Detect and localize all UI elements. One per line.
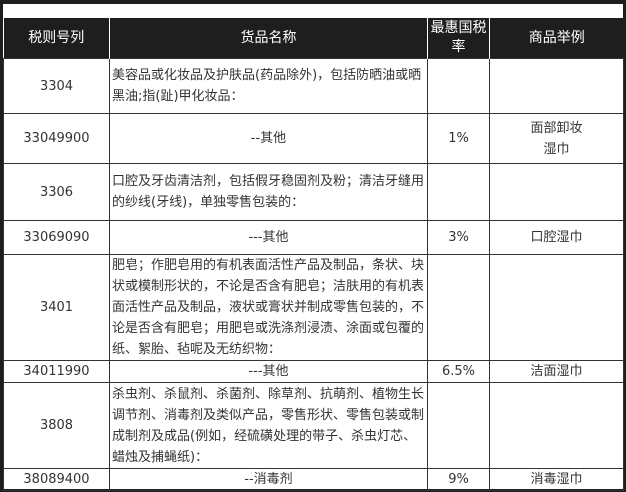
tariff-table: 税则号列 货品名称 最惠国税率 商品举例 3304 美容品或化妆品及护肤品(药品除…: [3, 18, 624, 491]
example-cell: [489, 163, 624, 221]
rate-cell: 1%: [427, 113, 490, 164]
example-cell: 消毒湿巾: [489, 468, 624, 491]
name-cell: --消毒剂: [109, 468, 428, 491]
rate-cell: [427, 163, 490, 221]
example-cell: [489, 58, 624, 114]
name-cell: --其他: [109, 113, 428, 164]
example-cell: 口腔湿巾: [489, 220, 624, 255]
name-cell: 肥皂；作肥皂用的有机表面活性产品及制品，条状、块状或模制形状的，不论是否含有肥皂…: [109, 254, 428, 361]
rate-cell: [427, 254, 490, 361]
table-row: 33069090 ---其他 3% 口腔湿巾: [3, 220, 624, 255]
code-cell: 3306: [3, 163, 110, 221]
code-cell: 33049900: [3, 113, 110, 164]
header-example: 商品举例: [489, 18, 624, 59]
rate-cell: [427, 382, 490, 469]
table-header-row: 税则号列 货品名称 最惠国税率 商品举例: [3, 18, 624, 59]
code-cell: 3401: [3, 254, 110, 361]
code-cell: 3304: [3, 58, 110, 114]
table-row: 33049900 --其他 1% 面部卸妆湿巾: [3, 113, 624, 164]
example-cell: 面部卸妆湿巾: [489, 113, 624, 164]
name-cell: 美容品或化妆品及护肤品(药品除外)，包括防晒油或晒黑油;指(趾)甲化妆品：: [109, 58, 428, 114]
rate-cell: [427, 58, 490, 114]
table-row: 38089400 --消毒剂 9% 消毒湿巾: [3, 468, 624, 491]
example-cell: 洁面湿巾: [489, 360, 624, 383]
rate-cell: 3%: [427, 220, 490, 255]
code-cell: 34011990: [3, 360, 110, 383]
example-cell: [489, 254, 624, 361]
header-code: 税则号列: [3, 18, 110, 59]
header-name: 货品名称: [109, 18, 428, 59]
name-cell: ---其他: [109, 360, 428, 383]
name-cell: 杀虫剂、杀鼠剂、杀菌剂、除草剂、抗萌剂、植物生长调节剂、消毒剂及类似产品，零售形…: [109, 382, 428, 469]
code-cell: 38089400: [3, 468, 110, 491]
table-row: 3401 肥皂；作肥皂用的有机表面活性产品及制品，条状、块状或模制形状的，不论是否…: [3, 254, 624, 361]
table-row: 3808 杀虫剂、杀鼠剂、杀菌剂、除草剂、抗萌剂、植物生长调节剂、消毒剂及类似产品…: [3, 382, 624, 469]
name-cell: ---其他: [109, 220, 428, 255]
code-cell: 33069090: [3, 220, 110, 255]
header-rate: 最惠国税率: [427, 18, 490, 59]
rate-cell: 9%: [427, 468, 490, 491]
table-row: 3306 口腔及牙齿清洁剂，包括假牙稳固剂及粉；清洁牙缝用的纱线(牙线)，单独零售…: [3, 163, 624, 221]
name-cell: 口腔及牙齿清洁剂，包括假牙稳固剂及粉；清洁牙缝用的纱线(牙线)，单独零售包装的：: [109, 163, 428, 221]
example-cell: [489, 382, 624, 469]
table-row: 34011990 ---其他 6.5% 洁面湿巾: [3, 360, 624, 383]
rate-cell: 6.5%: [427, 360, 490, 383]
table-row: 3304 美容品或化妆品及护肤品(药品除外)，包括防晒油或晒黑油;指(趾)甲化妆品…: [3, 58, 624, 114]
code-cell: 3808: [3, 382, 110, 469]
